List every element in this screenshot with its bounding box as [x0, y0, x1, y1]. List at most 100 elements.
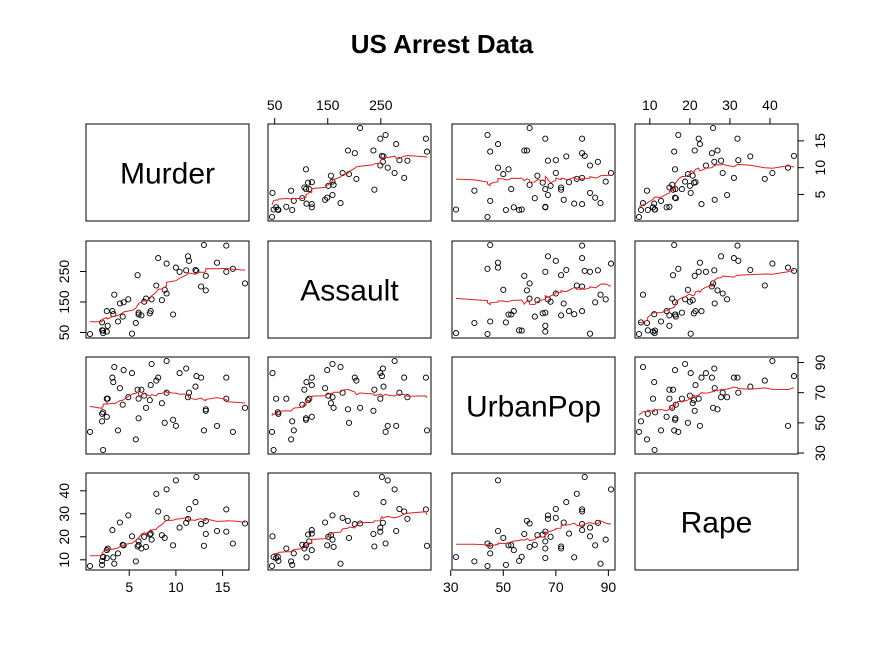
data-point: [672, 401, 679, 408]
data-point: [153, 377, 160, 384]
data-point: [329, 512, 336, 519]
data-point: [223, 528, 230, 535]
data-point: [719, 169, 726, 177]
data-point: [99, 418, 106, 425]
data-point: [579, 308, 586, 315]
data-point: [290, 427, 297, 434]
data-point: [769, 169, 776, 177]
data-point: [734, 374, 741, 381]
data-point: [111, 560, 118, 567]
data-point: [308, 179, 315, 186]
data-point: [103, 328, 110, 335]
data-point: [597, 560, 604, 567]
data-point: [339, 514, 346, 521]
data-point: [542, 322, 549, 329]
data-point: [639, 200, 647, 207]
data-point: [637, 319, 645, 326]
data-point: [192, 383, 199, 390]
data-point: [99, 561, 106, 568]
data-point: [128, 330, 136, 337]
smoother-line: [455, 520, 612, 548]
data-point: [682, 360, 689, 368]
y-tick-label-murder: 10: [812, 160, 828, 176]
data-point: [289, 418, 296, 425]
data-point: [602, 536, 609, 543]
data-point: [526, 295, 533, 302]
data-point: [471, 319, 478, 327]
data-point: [370, 147, 377, 154]
data-point: [586, 162, 594, 169]
data-point: [308, 374, 315, 381]
panel-assault-vs-urbanpop: [451, 240, 616, 339]
data-point: [508, 186, 515, 193]
data-point: [308, 382, 315, 389]
data-point: [730, 374, 737, 381]
y-tick-label-assault: 150: [56, 290, 72, 314]
data-point: [324, 542, 331, 549]
data-point: [202, 530, 209, 538]
data-point: [542, 328, 549, 335]
panel-rape-vs-murder: [85, 472, 250, 571]
data-point: [147, 530, 154, 537]
data-point: [330, 543, 337, 550]
data-point: [103, 395, 110, 402]
data-point: [384, 422, 391, 429]
data-point: [671, 166, 679, 173]
data-point: [100, 409, 107, 416]
data-point: [153, 490, 160, 497]
smoother-line: [638, 269, 795, 324]
data-point: [696, 422, 703, 429]
data-point: [558, 545, 565, 552]
data-point: [710, 280, 717, 287]
data-point: [329, 360, 336, 368]
data-point: [666, 386, 673, 393]
y-tick-label-urbanpop: 50: [812, 415, 828, 431]
data-point: [542, 554, 549, 562]
data-point: [302, 166, 310, 173]
y-tick-label-urbanpop: 30: [812, 445, 828, 461]
data-point: [155, 255, 162, 262]
panel-urbanpop-vs-assault: [267, 356, 432, 455]
data-point: [678, 309, 685, 316]
x-tick-label-rape: 20: [682, 97, 698, 113]
chart-title: US Arrest Data: [351, 29, 534, 59]
data-point: [635, 428, 643, 435]
data-point: [607, 486, 615, 493]
data-point: [581, 473, 588, 481]
x-tick-label-urbanpop: 50: [495, 579, 511, 595]
data-point: [784, 264, 792, 271]
data-point: [327, 172, 334, 179]
data-point: [423, 148, 431, 155]
panel-rape-vs-assault: [267, 472, 432, 571]
data-point: [643, 436, 651, 443]
data-point: [200, 542, 207, 549]
data-point: [711, 267, 718, 274]
data-point: [586, 189, 594, 196]
y-tick-label-murder: 15: [812, 133, 828, 149]
data-point: [510, 204, 517, 211]
data-point: [351, 150, 358, 157]
data-point: [521, 530, 528, 538]
data-point: [544, 515, 551, 522]
data-point: [337, 200, 344, 207]
data-point: [565, 179, 573, 186]
smoother-line: [89, 516, 246, 557]
data-point: [119, 401, 126, 408]
data-point: [192, 266, 199, 274]
data-point: [103, 413, 110, 420]
data-point: [135, 542, 142, 549]
data-point: [353, 377, 360, 384]
data-point: [558, 312, 565, 319]
data-point: [213, 422, 221, 429]
data-point: [666, 203, 673, 210]
data-point: [671, 367, 679, 374]
data-point: [484, 213, 491, 221]
data-point: [487, 318, 494, 325]
data-point: [579, 255, 586, 262]
data-point: [724, 394, 731, 401]
y-tick-label-rape: 30: [56, 506, 72, 522]
data-point: [644, 410, 651, 417]
data-point: [378, 373, 385, 380]
data-point: [308, 530, 315, 537]
data-point: [563, 153, 570, 160]
